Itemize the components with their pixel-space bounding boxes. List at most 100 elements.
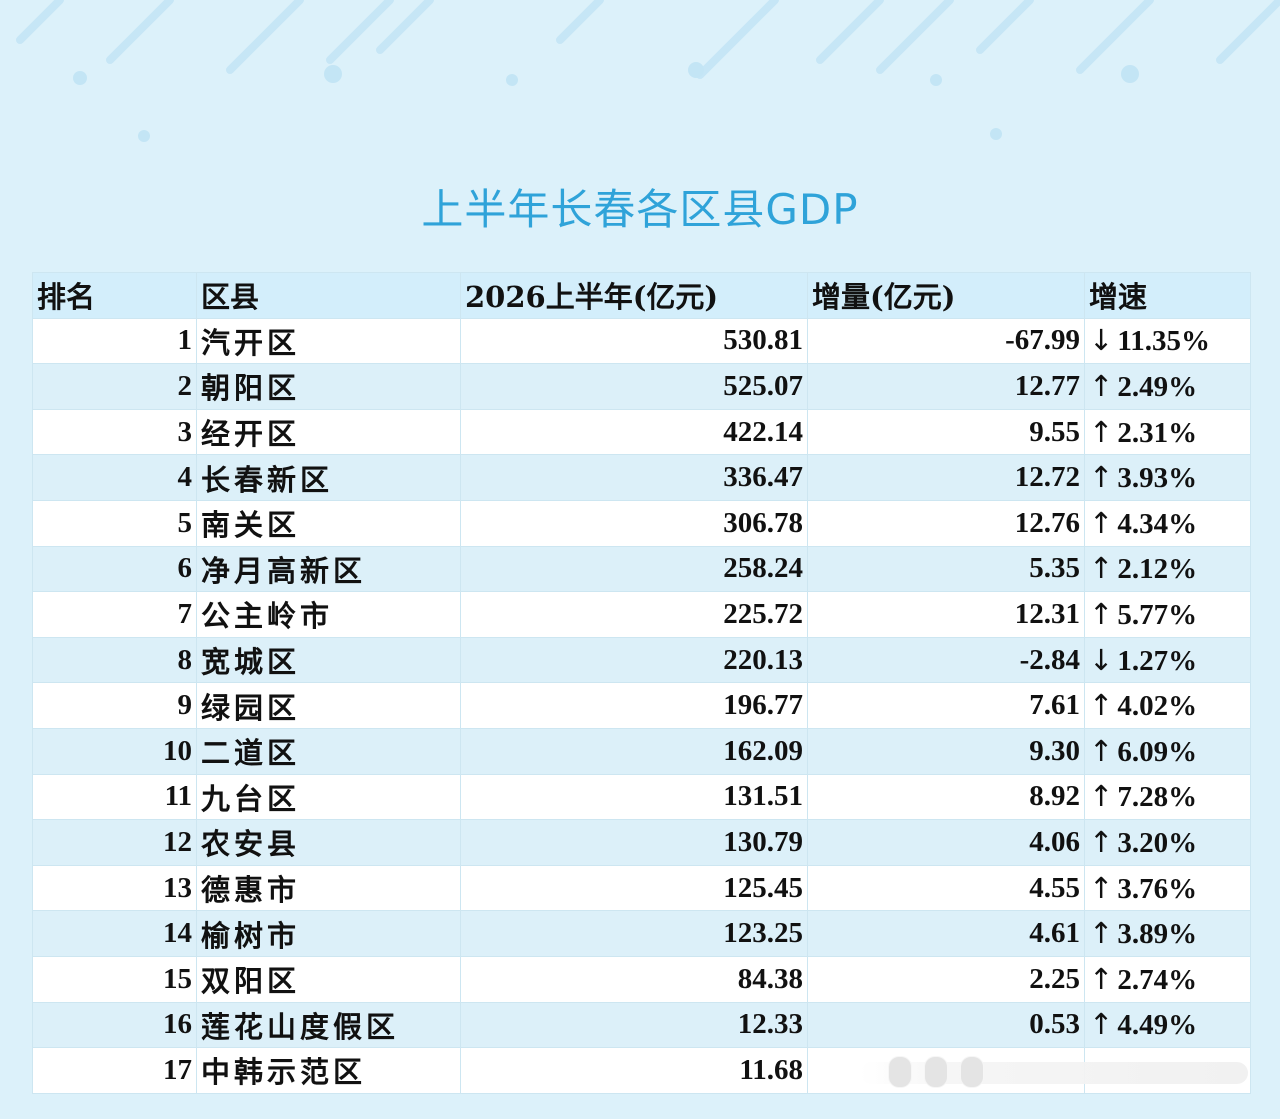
header-district: 区县 [196,272,461,319]
growth-cell: ↑ 2.12% [1084,545,1251,593]
increase-cell: 12.77 [807,363,1085,410]
increase-cell: 0.53 [807,1001,1085,1049]
growth-value: 11.35% [1117,325,1210,358]
rank-cell: 11 [32,773,197,821]
gdp-cell: 130.79 [460,819,808,866]
scrollbar-thumb[interactable] [960,1056,984,1088]
scrollbar-thumb[interactable] [888,1056,912,1088]
increase-cell: 12.31 [807,591,1085,638]
increase-cell: 4.06 [807,819,1085,866]
increase-cell: 4.55 [807,864,1085,912]
district-cell: 农安县 [196,819,461,866]
growth-cell: ↑ 4.34% [1084,499,1251,547]
growth-value: 4.49% [1117,1009,1198,1042]
rank-cell: 10 [32,727,197,775]
header-increase: 增量(亿元) [807,272,1085,319]
increase-cell: 8.92 [807,773,1085,821]
growth-value: 7.28% [1117,781,1198,814]
table-row: 11 九台区 131.51 8.92 ↑ 7.28% [32,773,1251,821]
arrow-up-icon: ↑ [1089,460,1114,495]
rank-cell: 1 [32,317,197,365]
growth-value: 1.27% [1117,644,1198,677]
gdp-cell: 12.33 [460,1001,808,1049]
gdp-cell: 225.72 [460,591,808,638]
increase-cell: 12.72 [807,454,1085,501]
header-decoration [16,0,1280,142]
table-row: 8 宽城区 220.13 -2.84 ↓ 1.27% [32,636,1251,684]
growth-value: 2.31% [1117,416,1198,449]
growth-cell: ↑ 2.31% [1084,408,1251,456]
growth-cell: ↑ 4.49% [1084,1001,1251,1049]
rank-cell: 9 [32,682,197,729]
growth-cell: ↑ 2.74% [1084,955,1251,1003]
rank-cell: 16 [32,1001,197,1049]
gdp-cell: 123.25 [460,910,808,957]
table-row: 2 朝阳区 525.07 12.77 ↑ 2.49% [32,363,1251,410]
gdp-cell: 84.38 [460,955,808,1003]
table-row: 14 榆树市 123.25 4.61 ↑ 3.89% [32,910,1251,957]
increase-cell: 4.61 [807,910,1085,957]
growth-cell: ↑ 3.20% [1084,819,1251,866]
rank-cell: 17 [32,1047,197,1094]
arrow-up-icon: ↑ [1089,414,1114,449]
gdp-cell: 11.68 [460,1047,808,1094]
increase-cell: -2.84 [807,636,1085,684]
rank-cell: 13 [32,864,197,912]
arrow-up-icon: ↑ [1089,916,1114,951]
growth-value: 2.74% [1117,963,1198,996]
rank-cell: 8 [32,636,197,684]
district-cell: 朝阳区 [196,363,461,410]
gdp-cell: 220.13 [460,636,808,684]
growth-value: 2.49% [1117,370,1198,403]
gdp-cell: 306.78 [460,499,808,547]
arrow-up-icon: ↑ [1089,824,1114,859]
growth-cell: ↑ 2.49% [1084,363,1251,410]
district-cell: 南关区 [196,499,461,547]
district-cell: 长春新区 [196,454,461,501]
growth-cell: ↑ 3.76% [1084,864,1251,912]
arrow-down-icon: ↓ [1089,323,1114,358]
growth-value: 5.77% [1117,598,1198,631]
increase-cell: 5.35 [807,545,1085,593]
table-row: 15 双阳区 84.38 2.25 ↑ 2.74% [32,955,1251,1003]
district-cell: 汽开区 [196,317,461,365]
growth-value: 3.89% [1117,918,1198,951]
growth-cell: ↑ 7.28% [1084,773,1251,821]
increase-cell: 9.55 [807,408,1085,456]
growth-value: 2.12% [1117,553,1198,586]
table-row: 10 二道区 162.09 9.30 ↑ 6.09% [32,727,1251,775]
gdp-cell: 422.14 [460,408,808,456]
table-row: 1 汽开区 530.81 -67.99 ↓ 11.35% [32,317,1251,365]
gdp-cell: 525.07 [460,363,808,410]
arrow-down-icon: ↓ [1089,642,1114,677]
district-cell: 绿园区 [196,682,461,729]
gdp-cell: 162.09 [460,727,808,775]
growth-cell: ↑ 5.77% [1084,591,1251,638]
district-cell: 德惠市 [196,864,461,912]
arrow-up-icon: ↑ [1089,870,1114,905]
district-cell: 净月高新区 [196,545,461,593]
arrow-up-icon: ↑ [1089,961,1114,996]
arrow-up-icon: ↑ [1089,596,1114,631]
increase-cell: 2.25 [807,955,1085,1003]
arrow-up-icon: ↑ [1089,551,1114,586]
gdp-cell: 336.47 [460,454,808,501]
district-cell: 中韩示范区 [196,1047,461,1094]
increase-cell: 12.76 [807,499,1085,547]
increase-cell: -67.99 [807,317,1085,365]
increase-cell: 9.30 [807,727,1085,775]
growth-value: 4.02% [1117,690,1198,723]
district-cell: 榆树市 [196,910,461,957]
horizontal-scrollbar[interactable] [860,1048,1248,1088]
scrollbar-thumb[interactable] [924,1056,948,1088]
arrow-up-icon: ↑ [1089,368,1114,403]
arrow-up-icon: ↑ [1089,779,1114,814]
district-cell: 公主岭市 [196,591,461,638]
growth-cell: ↓ 1.27% [1084,636,1251,684]
scrollbar-track[interactable] [860,1062,1248,1084]
table-row: 6 净月高新区 258.24 5.35 ↑ 2.12% [32,545,1251,593]
arrow-up-icon: ↑ [1089,733,1114,768]
growth-value: 4.34% [1117,507,1198,540]
table-row: 12 农安县 130.79 4.06 ↑ 3.20% [32,819,1251,866]
gdp-cell: 258.24 [460,545,808,593]
